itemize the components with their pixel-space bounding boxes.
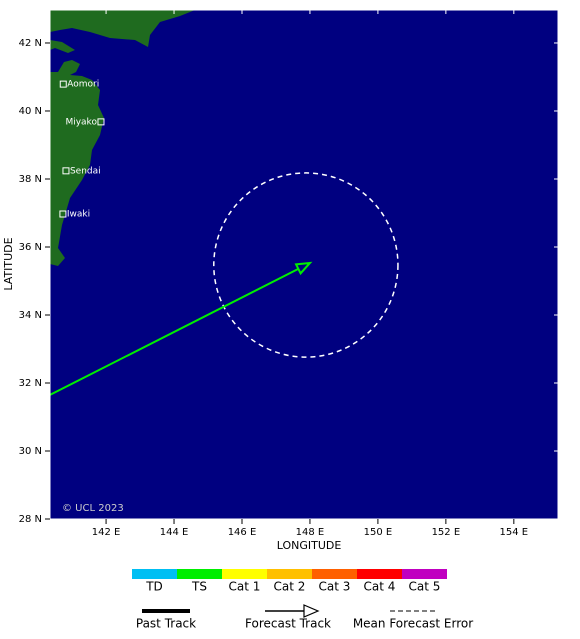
city-label: Sendai	[70, 166, 101, 176]
city-label: Miyako	[65, 117, 97, 127]
legend-category-label: TD	[145, 580, 163, 594]
x-tick-label: 146 E	[228, 527, 257, 538]
y-tick-label: 34 N	[19, 310, 42, 321]
y-tick-label: 36 N	[19, 242, 42, 253]
city-marker	[97, 118, 105, 126]
plot-layer: Aomori Miyako Sendai Iwaki	[49, 80, 399, 396]
y-tick-label: 32 N	[19, 378, 42, 389]
forecast-track	[49, 267, 299, 396]
legend-category-label: Cat 1	[229, 580, 261, 594]
x-tick-label: 148 E	[296, 527, 325, 538]
legend-swatch	[312, 569, 357, 579]
land-honshu	[50, 60, 104, 266]
map-frame	[49, 9, 559, 520]
city-label: Aomori	[67, 80, 99, 90]
legend-swatch	[357, 569, 402, 579]
y-tick-label: 42 N	[19, 38, 42, 49]
legend-swatch	[222, 569, 267, 579]
y-tick-label: 30 N	[19, 446, 42, 457]
city-marker	[59, 80, 67, 88]
forecast-arrow-sample	[303, 604, 320, 618]
legend-track-label: Past Track	[136, 617, 196, 631]
land-peninsula	[50, 40, 75, 53]
legend-category-label: Cat 4	[364, 580, 396, 594]
forecast-error-circle	[213, 172, 399, 358]
x-tick-label: 142 E	[92, 527, 121, 538]
y-tick-label: 28 N	[19, 514, 42, 525]
x-tick-label: 152 E	[432, 527, 461, 538]
x-tick-label: 144 E	[160, 527, 189, 538]
x-tick-label: 150 E	[364, 527, 393, 538]
legend-swatch	[132, 569, 177, 579]
city-marker	[62, 167, 70, 175]
y-tick-label: 38 N	[19, 174, 42, 185]
land	[50, 10, 195, 266]
legend-track-label: Mean Forecast Error	[353, 617, 473, 631]
y-axis-label: LATITUDE	[2, 237, 15, 290]
land-hokkaido	[50, 10, 195, 47]
legend-category-label: Cat 2	[274, 580, 306, 594]
x-axis-label: LONGITUDE	[277, 539, 342, 552]
credit: © UCL 2023	[62, 503, 124, 514]
y-tick-label: 40 N	[19, 106, 42, 117]
x-tick-label: 154 E	[500, 527, 529, 538]
legend-swatch	[177, 569, 222, 579]
legend-category-label: Cat 3	[319, 580, 351, 594]
forecast-arrowhead	[294, 261, 313, 276]
legend-category-label: Cat 5	[409, 580, 441, 594]
legend-swatch	[402, 569, 447, 579]
legend-category-label: TS	[191, 580, 207, 594]
city-marker	[59, 210, 67, 218]
city-label: Iwaki	[67, 210, 90, 220]
legend-swatch	[267, 569, 312, 579]
legend-track-label: Forecast Track	[245, 617, 331, 631]
